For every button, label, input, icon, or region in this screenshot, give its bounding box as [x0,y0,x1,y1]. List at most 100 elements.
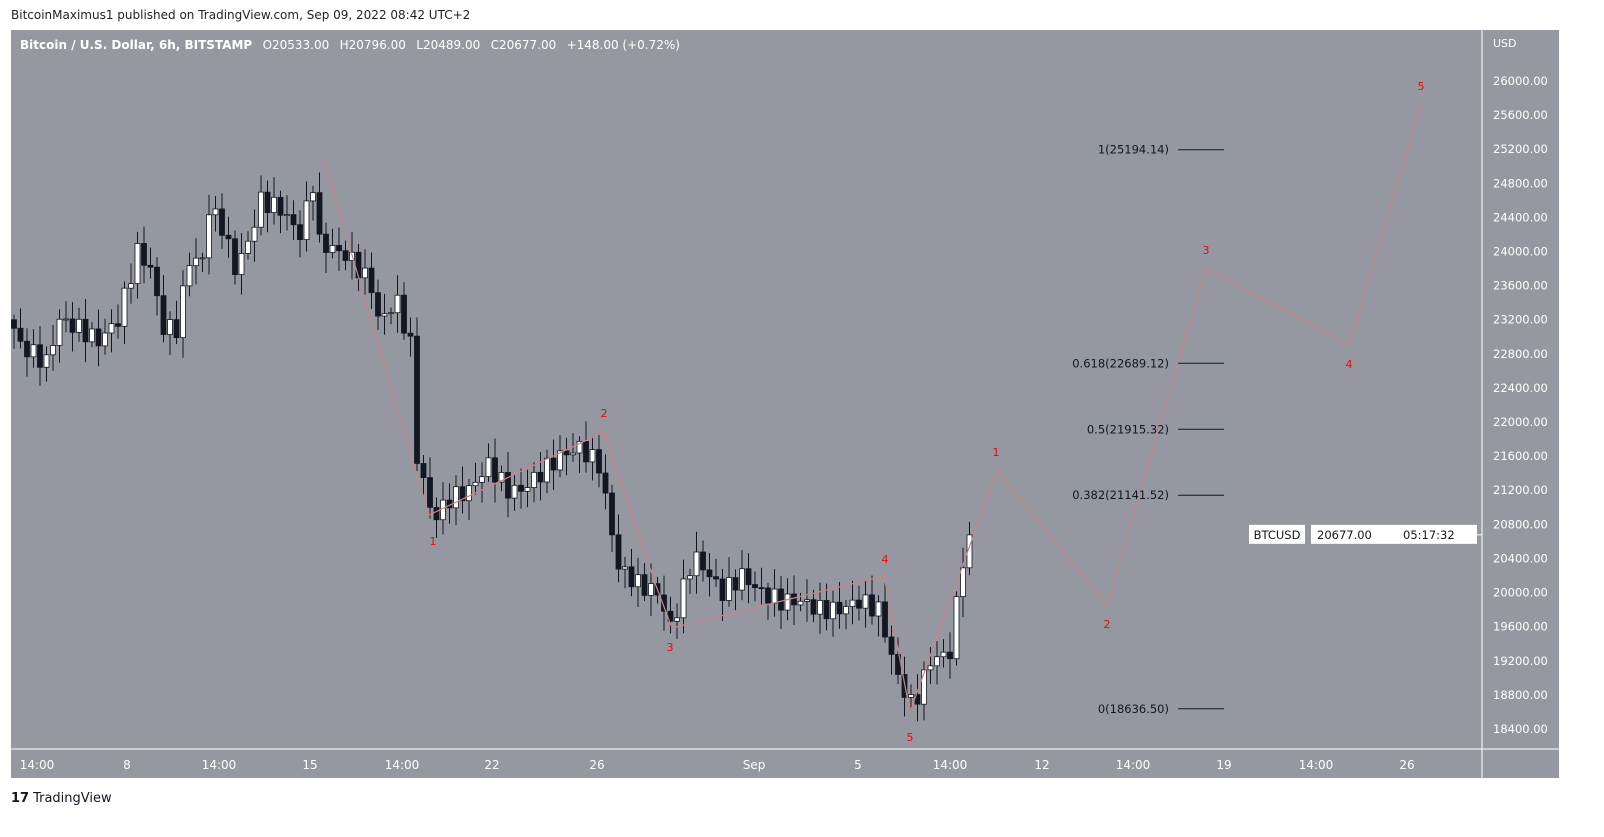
symbol-name: Bitcoin / U.S. Dollar, 6h, BITSTAMP [20,38,253,52]
candle-body [290,214,297,226]
elliott-wave-line [322,103,1422,715]
chart-svg[interactable]: USD 18400.00 18800.00 19200.00 19600.00 20000… [11,30,1559,778]
open-value: O20533.00 [262,38,330,52]
candle-body [407,332,414,337]
candle-body [466,485,472,502]
candle-body [830,601,836,620]
candle-body [375,292,381,317]
candle-body [927,665,934,671]
candle-body [537,471,544,483]
candle-body [752,584,758,588]
candle-body [765,587,771,604]
candle-body [37,344,43,368]
high-value: H20796.00 [339,38,406,52]
candle-body [693,551,700,577]
candle-body [966,534,973,569]
candle-body [849,599,856,607]
fib-level-label: 1(25194.14) [1098,143,1169,157]
candle-body [622,566,628,570]
candle-body [823,600,830,620]
candle-body [440,499,446,521]
candle-body [518,484,524,492]
candle-body [381,313,388,317]
fib-level-label: 0.382(21141.52) [1072,488,1169,502]
price-tick: 18800.00 [1493,688,1548,702]
wave-label: 3 [1203,244,1210,257]
candle-body [17,327,24,342]
candle-body [882,601,888,638]
candle-body [212,208,219,216]
candle-body [30,344,37,358]
candle-body [511,484,518,499]
candle-body [342,250,349,261]
candle-body [102,332,108,347]
candle-body [609,492,615,536]
last-price: 20677.00 [1317,528,1372,542]
time-tick: 12 [1034,758,1049,772]
candle-body [56,318,63,346]
candle-body [875,601,882,617]
price-tick: 22800.00 [1493,347,1548,361]
candle-body [700,551,706,571]
price-tick: 25200.00 [1493,142,1548,156]
price-tick: 19200.00 [1493,654,1548,668]
time-tick: 8 [123,758,131,772]
candle-body [63,318,69,321]
candle-body [134,243,141,284]
price-tick: 20000.00 [1493,586,1548,600]
candle-body [303,200,310,241]
candle-body [706,569,713,578]
time-tick: 14:00 [933,758,968,772]
candle-body [732,577,739,591]
candle-body [186,265,193,287]
price-tick: 24000.00 [1493,245,1548,259]
price-tick: 20400.00 [1493,551,1548,565]
candle-body [355,251,362,279]
tradingview-logo: 17 TradingView [11,791,112,806]
candle-body [771,588,778,604]
fib-level-label: 0(18636.50) [1098,702,1169,716]
candle-body [24,340,30,358]
candle-body [680,578,687,619]
candle-body [563,450,570,456]
candle-body [401,294,407,334]
candle-body [953,596,960,660]
change-value: +148.00 (+0.72%) [566,38,680,52]
price-tick: 23200.00 [1493,313,1548,327]
candle-body [232,238,238,275]
candle-body [576,441,583,454]
price-tick: 21200.00 [1493,483,1548,497]
candle-body [271,196,277,213]
candle-body [141,243,147,266]
candle-body [50,345,56,356]
candle-body [602,472,609,494]
candle-body [459,486,466,502]
candle-body [687,575,693,580]
candle-body [804,599,810,602]
candle-body [862,594,869,609]
price-tick: 19600.00 [1493,620,1548,634]
candle-body [297,224,303,241]
candle-body [921,669,927,705]
time-tick: 14:00 [385,758,420,772]
currency-label: USD [1493,37,1517,50]
candle-body [329,245,336,253]
candle-body [960,567,966,598]
candle-body [199,257,206,260]
candle-body [635,574,641,588]
candle-body [368,267,375,294]
wave-label: 5 [1418,80,1425,93]
chart-area[interactable]: USD 18400.00 18800.00 19200.00 19600.00 20000… [11,30,1559,778]
candle-body [531,471,537,488]
candle-body [498,472,505,483]
candle-body [284,214,290,217]
candle-body [784,593,791,611]
candle-body [778,588,784,611]
candle-body [362,267,368,279]
candle-body [427,477,433,508]
candle-body [121,287,128,327]
candle-body [817,600,823,615]
price-tick: 25600.00 [1493,108,1548,122]
candle-body [206,214,212,259]
candle-body [69,318,76,333]
